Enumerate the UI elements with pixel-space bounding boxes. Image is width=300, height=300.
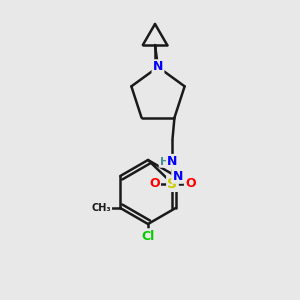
Text: N: N: [153, 61, 163, 74]
Text: N: N: [172, 169, 183, 182]
Text: O: O: [185, 177, 196, 190]
Text: O: O: [149, 177, 160, 190]
Text: N: N: [167, 155, 178, 168]
Text: CH₃: CH₃: [92, 203, 111, 213]
Text: Cl: Cl: [141, 230, 154, 242]
Text: S: S: [167, 177, 178, 191]
Text: H: H: [160, 157, 169, 167]
